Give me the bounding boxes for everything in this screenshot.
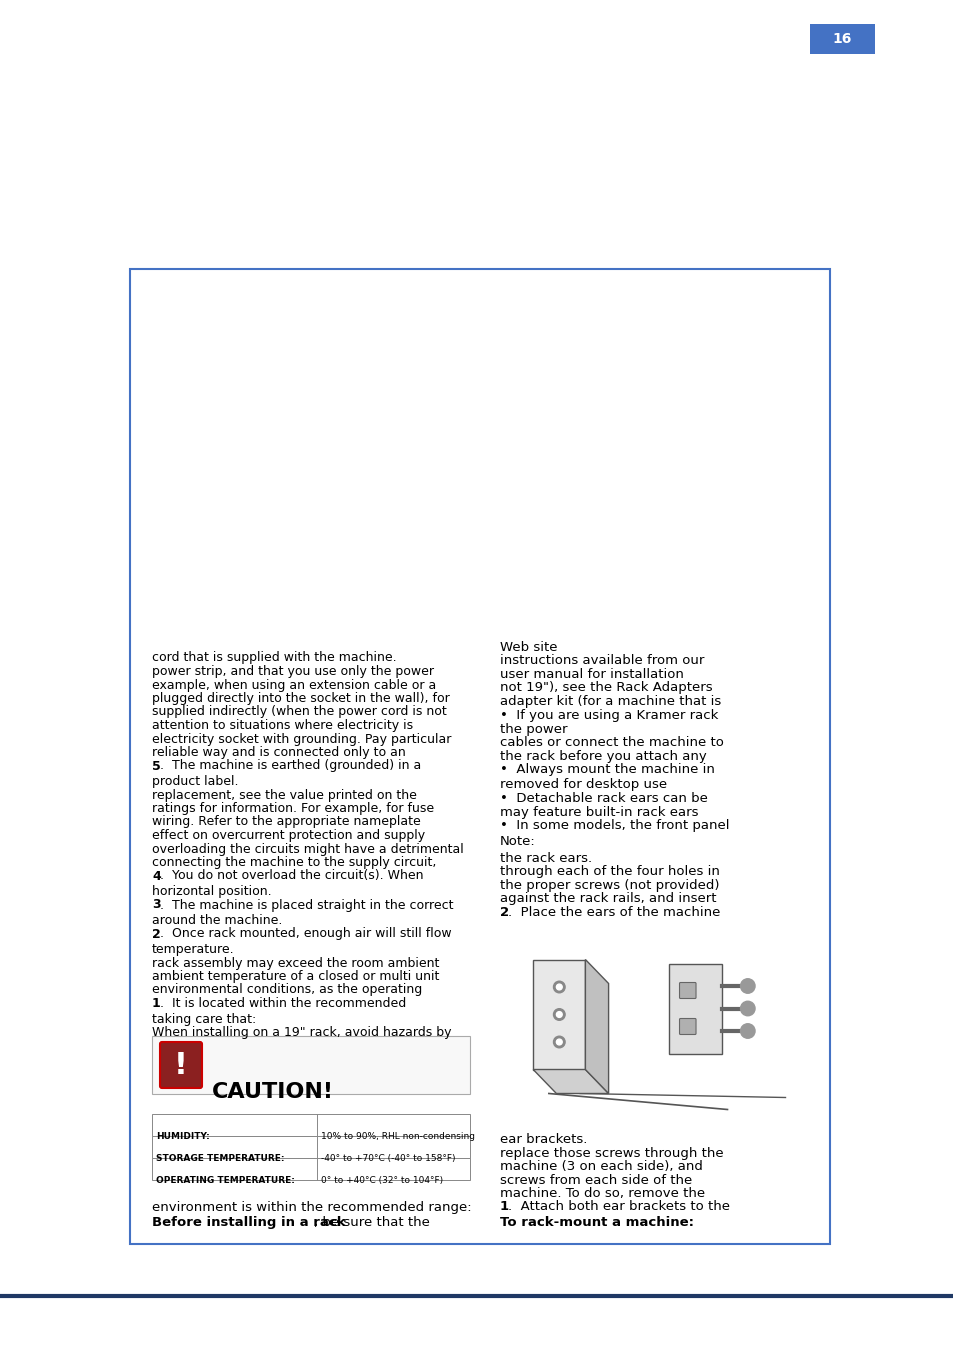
Text: .  The machine is placed straight in the correct: . The machine is placed straight in the … xyxy=(160,899,453,911)
Circle shape xyxy=(553,1009,564,1021)
Text: •  Detachable rack ears can be: • Detachable rack ears can be xyxy=(499,792,707,804)
Text: removed for desktop use: removed for desktop use xyxy=(499,779,666,791)
Text: , be sure that the: , be sure that the xyxy=(314,1216,430,1229)
Text: .  You do not overload the circuit(s). When: . You do not overload the circuit(s). Wh… xyxy=(160,869,423,883)
Polygon shape xyxy=(585,960,608,1094)
Text: around the machine.: around the machine. xyxy=(152,914,282,927)
Text: replace those screws through the: replace those screws through the xyxy=(499,1147,723,1159)
Text: CAUTION!: CAUTION! xyxy=(212,1082,334,1102)
Circle shape xyxy=(556,1011,561,1017)
Text: attention to situations where electricity is: attention to situations where electricit… xyxy=(152,719,413,733)
Text: HUMIDITY:: HUMIDITY: xyxy=(156,1132,210,1141)
FancyBboxPatch shape xyxy=(160,1043,202,1089)
Text: ratings for information. For example, for fuse: ratings for information. For example, fo… xyxy=(152,802,434,815)
Text: plugged directly into the socket in the wall), for: plugged directly into the socket in the … xyxy=(152,692,449,705)
Text: product label.: product label. xyxy=(152,774,238,788)
Text: .  Place the ears of the machine: . Place the ears of the machine xyxy=(507,906,720,918)
Text: 10% to 90%, RHL non-condensing: 10% to 90%, RHL non-condensing xyxy=(320,1132,475,1141)
Text: the rack ears.: the rack ears. xyxy=(499,852,592,864)
Text: !: ! xyxy=(173,1051,188,1079)
Circle shape xyxy=(740,1024,754,1039)
Circle shape xyxy=(556,1039,561,1045)
Text: .  Attach both ear brackets to the: . Attach both ear brackets to the xyxy=(507,1201,729,1213)
Text: 4: 4 xyxy=(152,869,161,883)
Text: connecting the machine to the supply circuit,: connecting the machine to the supply cir… xyxy=(152,856,436,869)
Text: replacement, see the value printed on the: replacement, see the value printed on th… xyxy=(152,788,416,802)
Text: .  Once rack mounted, enough air will still flow: . Once rack mounted, enough air will sti… xyxy=(160,927,451,941)
Text: •  Always mount the machine in: • Always mount the machine in xyxy=(499,764,714,776)
Text: against the rack rails, and insert: against the rack rails, and insert xyxy=(499,892,716,904)
Text: ear brackets.: ear brackets. xyxy=(499,1133,587,1145)
Text: the proper screws (not provided): the proper screws (not provided) xyxy=(499,879,719,891)
Text: rack assembly may exceed the room ambient: rack assembly may exceed the room ambien… xyxy=(152,956,439,969)
Text: electricity socket with grounding. Pay particular: electricity socket with grounding. Pay p… xyxy=(152,733,451,746)
Text: -40° to +70°C (-40° to 158°F): -40° to +70°C (-40° to 158°F) xyxy=(320,1154,455,1163)
Text: may feature built-in rack ears: may feature built-in rack ears xyxy=(499,806,698,819)
Text: environmental conditions, as the operating: environmental conditions, as the operati… xyxy=(152,983,422,997)
FancyBboxPatch shape xyxy=(152,1036,470,1094)
FancyBboxPatch shape xyxy=(152,1136,470,1158)
Text: the rack before you attach any: the rack before you attach any xyxy=(499,750,706,764)
Text: ambient temperature of a closed or multi unit: ambient temperature of a closed or multi… xyxy=(152,969,439,983)
Circle shape xyxy=(740,1001,754,1016)
Text: temperature.: temperature. xyxy=(152,942,234,956)
Text: wiring. Refer to the appropriate nameplate: wiring. Refer to the appropriate namepla… xyxy=(152,815,420,829)
Text: 2: 2 xyxy=(152,927,161,941)
FancyBboxPatch shape xyxy=(679,983,696,998)
Text: machine (3 on each side), and: machine (3 on each side), and xyxy=(499,1160,702,1173)
FancyBboxPatch shape xyxy=(152,1158,470,1179)
Circle shape xyxy=(553,982,564,992)
Text: 1: 1 xyxy=(152,997,161,1010)
Text: environment is within the recommended range:: environment is within the recommended ra… xyxy=(152,1201,471,1215)
FancyBboxPatch shape xyxy=(669,964,720,1053)
Text: the power: the power xyxy=(499,723,567,737)
FancyBboxPatch shape xyxy=(152,1114,470,1136)
Text: effect on overcurrent protection and supply: effect on overcurrent protection and sup… xyxy=(152,829,425,842)
Text: 3: 3 xyxy=(152,899,160,911)
Text: supplied indirectly (when the power cord is not: supplied indirectly (when the power cord… xyxy=(152,705,446,719)
Text: adapter kit (for a machine that is: adapter kit (for a machine that is xyxy=(499,695,720,708)
FancyBboxPatch shape xyxy=(130,269,829,1244)
Text: 0° to +40°C (32° to 104°F): 0° to +40°C (32° to 104°F) xyxy=(320,1177,442,1185)
Text: overloading the circuits might have a detrimental: overloading the circuits might have a de… xyxy=(152,842,463,856)
Text: taking care that:: taking care that: xyxy=(152,1013,256,1025)
Text: cord that is supplied with the machine.: cord that is supplied with the machine. xyxy=(152,651,396,665)
Text: through each of the four holes in: through each of the four holes in xyxy=(499,865,720,877)
Text: 5: 5 xyxy=(152,760,161,773)
Text: •  In some models, the front panel: • In some models, the front panel xyxy=(499,819,729,833)
Text: .  It is located within the recommended: . It is located within the recommended xyxy=(160,997,406,1010)
Text: Note:: Note: xyxy=(499,835,536,848)
Text: user manual for installation: user manual for installation xyxy=(499,668,683,681)
Circle shape xyxy=(556,984,561,990)
Text: .  The machine is earthed (grounded) in a: . The machine is earthed (grounded) in a xyxy=(160,760,421,773)
Text: Before installing in a rack: Before installing in a rack xyxy=(152,1216,345,1229)
Text: not 19"), see the Rack Adapters: not 19"), see the Rack Adapters xyxy=(499,681,712,695)
Polygon shape xyxy=(533,1070,608,1094)
Text: OPERATING TEMPERATURE:: OPERATING TEMPERATURE: xyxy=(156,1177,294,1185)
Circle shape xyxy=(740,979,754,994)
Text: 16: 16 xyxy=(832,32,851,46)
Text: When installing on a 19" rack, avoid hazards by: When installing on a 19" rack, avoid haz… xyxy=(152,1026,451,1039)
Text: cables or connect the machine to: cables or connect the machine to xyxy=(499,737,723,750)
FancyBboxPatch shape xyxy=(679,1018,696,1034)
Text: 2: 2 xyxy=(499,906,509,918)
Text: Web site: Web site xyxy=(499,640,557,654)
Text: instructions available from our: instructions available from our xyxy=(499,654,703,668)
Text: example, when using an extension cable or a: example, when using an extension cable o… xyxy=(152,678,436,692)
FancyBboxPatch shape xyxy=(809,24,874,54)
Text: machine. To do so, remove the: machine. To do so, remove the xyxy=(499,1187,704,1200)
Text: power strip, and that you use only the power: power strip, and that you use only the p… xyxy=(152,665,434,678)
Text: reliable way and is connected only to an: reliable way and is connected only to an xyxy=(152,746,405,760)
Text: horizontal position.: horizontal position. xyxy=(152,886,272,898)
Text: STORAGE TEMPERATURE:: STORAGE TEMPERATURE: xyxy=(156,1154,284,1163)
Text: To rack-mount a machine:: To rack-mount a machine: xyxy=(499,1216,693,1229)
Text: screws from each side of the: screws from each side of the xyxy=(499,1174,692,1186)
Text: •  If you are using a Kramer rack: • If you are using a Kramer rack xyxy=(499,708,718,722)
Circle shape xyxy=(553,1036,564,1048)
Text: 1: 1 xyxy=(499,1201,509,1213)
FancyBboxPatch shape xyxy=(533,960,585,1070)
